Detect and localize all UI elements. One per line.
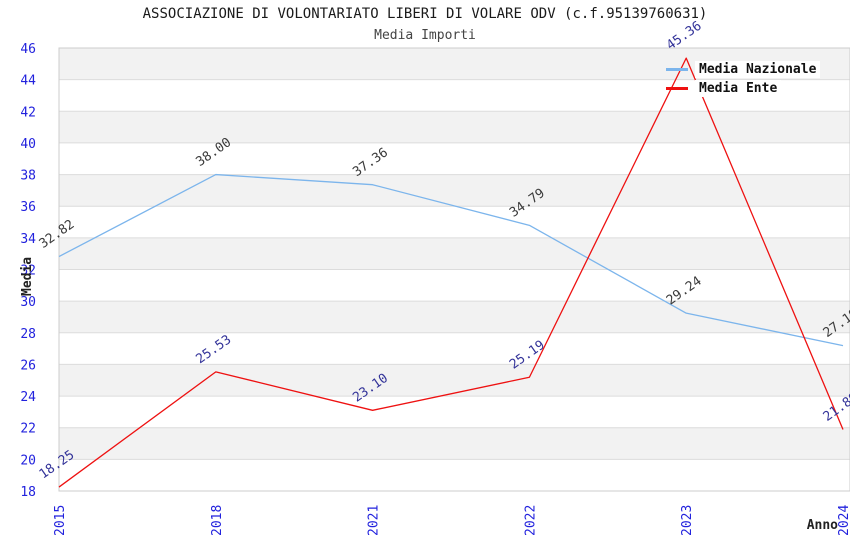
- plot-border: [58, 47, 850, 492]
- y-tick-label: 46: [20, 42, 36, 57]
- chart-title: ASSOCIAZIONE DI VOLONTARIATO LIBERI DI V…: [142, 6, 708, 22]
- legend-label: Media Ente: [695, 79, 782, 97]
- data-point-label: 25.53: [193, 332, 234, 367]
- x-tick-label: 2022: [523, 505, 538, 536]
- y-tick-label: 24: [20, 390, 36, 405]
- y-tick-label: 30: [20, 295, 36, 310]
- y-tick-label: 22: [20, 422, 36, 437]
- plot-band: [59, 237, 850, 270]
- legend-item-media-nazionale: Media Nazionale: [666, 60, 821, 78]
- chart-subtitle: Media Importi: [374, 28, 476, 43]
- plot-band: [59, 111, 850, 143]
- series-line-media-nazionale: [58, 173, 844, 347]
- plot-band: [59, 301, 850, 333]
- legend-item-media-ente: Media Ente: [666, 79, 820, 97]
- y-tick-label: 40: [20, 137, 36, 152]
- y-tick-label: 36: [20, 200, 36, 215]
- y-tick-label: 44: [20, 74, 36, 89]
- y-tick-label: 32: [20, 264, 36, 279]
- plot-band: [59, 174, 850, 207]
- y-tick-label: 42: [20, 105, 36, 120]
- y-tick-label: 38: [20, 169, 36, 184]
- media-nazionale-swatch-icon: [666, 67, 688, 71]
- y-axis-title: Media: [20, 256, 35, 296]
- y-tick-label: 34: [20, 232, 36, 247]
- y-tick-label: 18: [20, 485, 36, 500]
- y-tick-label: 26: [20, 358, 36, 373]
- y-tick-label: 28: [20, 327, 36, 342]
- legend: Media Nazionale Media Ente: [666, 60, 821, 97]
- data-point-label: 18.25: [37, 448, 78, 483]
- x-tick-label: 2018: [210, 505, 225, 536]
- x-tick-label: 2024: [837, 505, 850, 536]
- x-tick-label: 2021: [367, 505, 382, 536]
- legend-label: Media Nazionale: [695, 60, 821, 78]
- series-line-media-ente: [58, 57, 844, 488]
- x-tick-label: 2023: [680, 505, 695, 536]
- x-axis-title: Anno: [806, 518, 838, 533]
- y-tick-label: 20: [20, 453, 36, 468]
- plot-band: [59, 427, 850, 460]
- media-ente-swatch-icon: [666, 86, 688, 90]
- x-tick-label: 2015: [53, 505, 68, 536]
- plot-band: [59, 364, 850, 397]
